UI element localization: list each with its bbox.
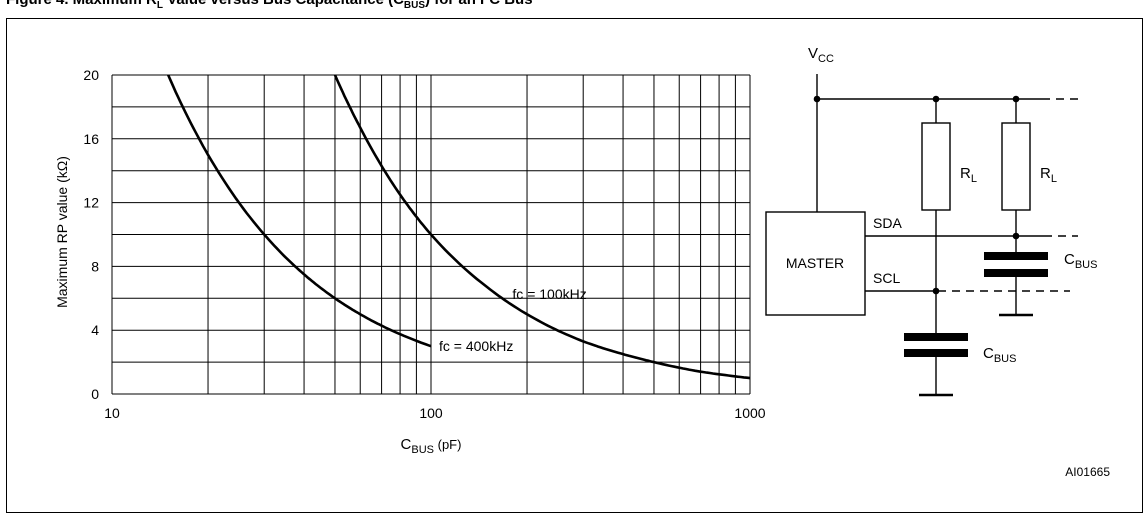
junction-vcc-r2 — [1012, 95, 1020, 103]
series-line-fc-400khz — [167, 74, 432, 348]
figure-title: Figure 4. Maximum RL Value versus Bus Ca… — [6, 0, 533, 11]
i2c-bus-circuit: VCC MASTER SDA SCL RL RL CBUS CBUS — [765, 45, 1097, 397]
series-label-fc-400khz: fc = 400kHz — [439, 338, 513, 354]
sda-label: SDA — [873, 215, 902, 231]
y-tick-label: 0 — [91, 386, 99, 402]
master-box — [765, 211, 866, 316]
master-label: MASTER — [786, 255, 844, 271]
capacitor-cbus-1-plate-bottom — [904, 349, 968, 357]
capacitor-cbus-1-plate-top — [904, 333, 968, 341]
x-tick-label: 1000 — [734, 405, 765, 421]
resistor-rl-1 — [921, 122, 951, 211]
chart-tick-labels: 10 100 1000 0 4 8 12 16 20 — [83, 67, 765, 421]
resistor-rl-2 — [1001, 122, 1031, 211]
junction-vcc-r1 — [932, 95, 940, 103]
junction-scl-r1 — [932, 287, 940, 295]
y-tick-label: 4 — [91, 322, 99, 338]
y-tick-label: 16 — [83, 131, 99, 147]
series-label-fc-100khz: fc = 100kHz — [512, 286, 586, 302]
reference-code: AI01665 — [1065, 465, 1110, 479]
junction-vcc-master — [813, 95, 821, 103]
junction-sda-r2 — [1012, 232, 1020, 240]
rl2-label: RL — [1040, 165, 1057, 185]
vcc-label: VCC — [808, 45, 834, 65]
y-tick-label: 8 — [91, 258, 99, 274]
series-line-fc-100khz — [333, 74, 751, 380]
y-tick-label: 20 — [83, 67, 99, 83]
chart-curves: fc = 400kHz fc = 100kHz — [167, 74, 751, 380]
x-axis-label: CBUS (pF) — [401, 436, 462, 456]
y-tick-label: 12 — [83, 195, 99, 211]
x-tick-label: 10 — [104, 405, 120, 421]
scl-label: SCL — [873, 270, 900, 286]
cbus1-label: CBUS — [983, 345, 1016, 365]
y-axis-label: Maximum RP value (kΩ) — [54, 156, 70, 308]
x-tick-label: 100 — [419, 405, 443, 421]
capacitor-cbus-2-plate-bottom — [984, 269, 1048, 277]
capacitor-cbus-2-plate-top — [984, 252, 1048, 260]
rl1-label: RL — [960, 165, 977, 185]
cbus2-label: CBUS — [1064, 251, 1097, 271]
